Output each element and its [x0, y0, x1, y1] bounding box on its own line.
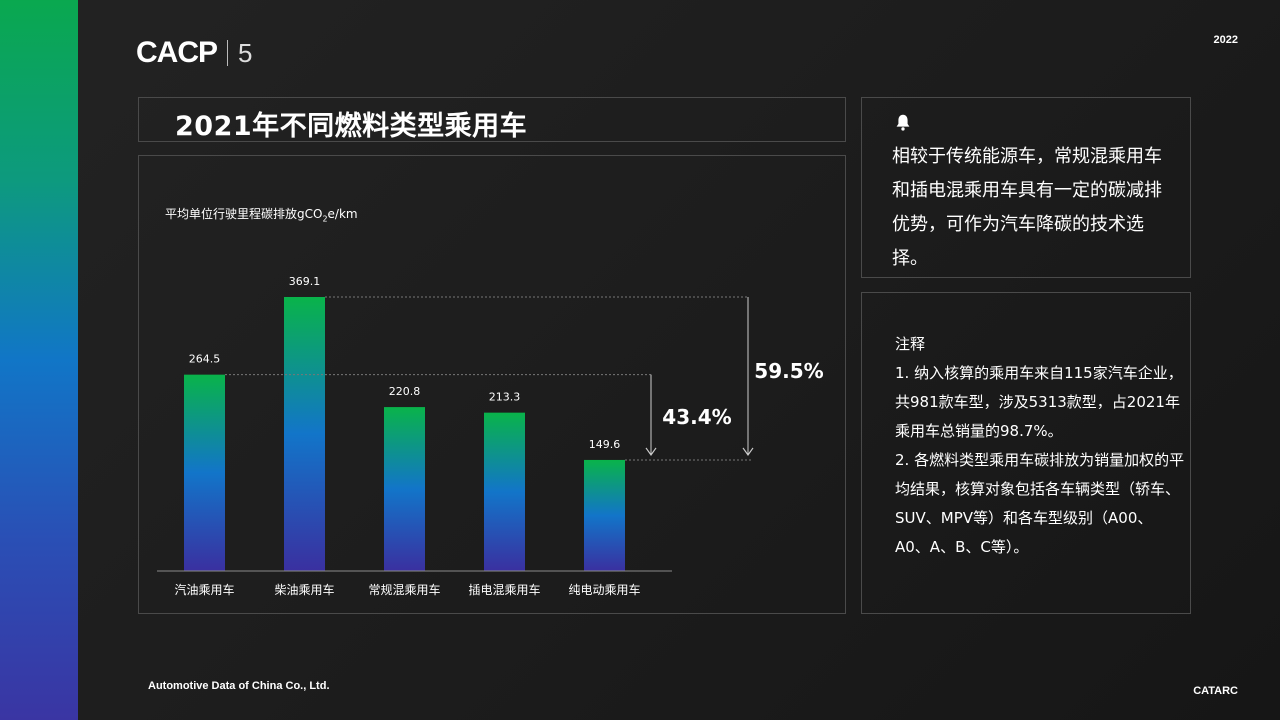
logo-number: 5: [238, 37, 253, 68]
footer-company: Automotive Data of China Co., Ltd.: [148, 680, 330, 692]
title-box: 2021年不同燃料类型乘用车: [138, 97, 846, 142]
footnote-item: 1. 纳入核算的乘用车来自115家汽车企业，共981款车型，涉及5313款型，占…: [895, 364, 1183, 440]
chart-bar: [284, 297, 325, 571]
cacp-logo: CACP 5: [136, 36, 252, 70]
category-label: 汽油乘用车: [174, 582, 234, 597]
category-label: 插电混乘用车: [468, 582, 540, 597]
summary-note-text: 相较于传统能源车，常规混乘用车和插电混乘用车具有一定的碳减排优势，可作为汽车降碳…: [892, 146, 1162, 269]
bell-icon: [896, 114, 910, 131]
ylabel-subscript: 2: [322, 214, 328, 224]
reduction-percent-label: 59.5%: [754, 359, 823, 383]
chart-bar: [384, 407, 425, 571]
summary-note-box: 相较于传统能源车，常规混乘用车和插电混乘用车具有一定的碳减排优势，可作为汽车降碳…: [861, 97, 1191, 278]
page-title: 2021年不同燃料类型乘用车: [175, 111, 528, 142]
logo-text: CACP: [136, 36, 218, 69]
chart-y-axis-label: 平均单位行驶里程碳排放gCO2e/km: [165, 205, 358, 223]
footnote-title: 注释: [895, 335, 926, 353]
chart-bar: [484, 412, 525, 571]
footnote-item: 2. 各燃料类型乘用车碳排放为销量加权的平均结果，核算对象包括各车辆类型（轿车、…: [895, 451, 1185, 556]
bar-value-label: 220.8: [389, 385, 421, 398]
bar-value-label: 369.1: [289, 275, 321, 288]
bar-value-label: 213.3: [489, 391, 521, 404]
ylabel-suffix: e/km: [327, 207, 358, 221]
footnote-box: 注释 1. 纳入核算的乘用车来自115家汽车企业，共981款车型，涉及5313款…: [861, 292, 1191, 614]
year-label: 2022: [1213, 34, 1238, 46]
footer-brand: CATARC: [1193, 685, 1238, 697]
reduction-percent-label: 43.4%: [662, 405, 731, 429]
chart-box: [138, 155, 846, 614]
side-gradient-strip: [0, 0, 78, 720]
logo-divider: [227, 40, 229, 66]
ylabel-prefix: 平均单位行驶里程碳排放gCO: [165, 207, 323, 221]
reduction-arrow-head: [742, 447, 754, 456]
reduction-arrow-head: [645, 447, 657, 456]
category-label: 纯电动乘用车: [568, 582, 640, 597]
bar-value-label: 149.6: [589, 438, 621, 451]
category-label: 常规混乘用车: [368, 582, 440, 597]
footnote-list: 1. 纳入核算的乘用车来自115家汽车企业，共981款车型，涉及5313款型，占…: [895, 359, 1185, 562]
chart-bar: [584, 459, 625, 571]
chart-bar: [184, 374, 225, 571]
category-label: 柴油乘用车: [274, 582, 334, 597]
bar-value-label: 264.5: [189, 353, 221, 366]
